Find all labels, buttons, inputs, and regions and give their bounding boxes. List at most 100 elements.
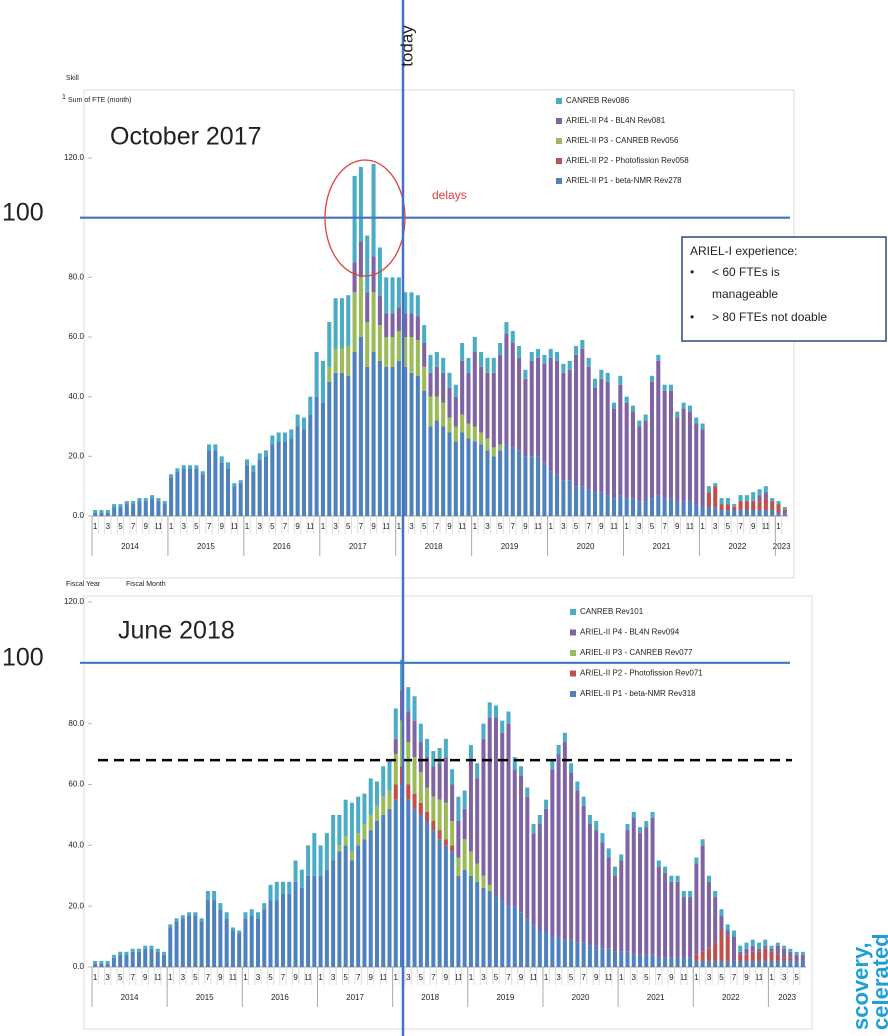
corner-label: 1: [62, 94, 66, 101]
bar-segment: [434, 396, 439, 421]
bar-segment: [512, 769, 517, 907]
bar-segment: [243, 912, 248, 919]
x-tick-label: 1: [321, 522, 326, 531]
bar-segment: [377, 295, 382, 326]
bar-segment: [544, 799, 549, 809]
bar-segment: [308, 396, 313, 415]
bar-segment: [681, 957, 686, 967]
bar-segment: [418, 723, 423, 742]
bar-segment: [213, 444, 218, 451]
filter-button[interactable]: Fiscal Year: [66, 581, 101, 588]
bar-segment: [475, 881, 480, 967]
bar-segment: [523, 456, 528, 516]
x-tick-label: 1: [318, 973, 323, 982]
bar-segment: [687, 405, 692, 412]
y-tick-label: 40.0: [68, 840, 84, 849]
bar-segment: [675, 881, 680, 958]
bar-segment: [472, 426, 477, 442]
bar-segment: [362, 839, 367, 967]
bar-segment: [529, 456, 534, 516]
bar-segment: [387, 808, 392, 967]
y-tick-label: 120.0: [64, 597, 85, 606]
x-tick-label: 9: [744, 973, 749, 982]
bar-segment: [719, 930, 724, 961]
x-tick-label: 3: [333, 522, 338, 531]
bar-segment: [213, 450, 218, 516]
bar-segment: [262, 903, 267, 910]
bar-segment: [412, 757, 417, 794]
y-tick-label: 60.0: [68, 780, 84, 789]
bar-segment: [194, 465, 199, 469]
bar-segment: [199, 918, 204, 922]
bar-segment: [574, 354, 579, 487]
bar-segment: [550, 936, 555, 967]
bar-segment: [403, 292, 408, 314]
bar-segment: [431, 830, 436, 967]
bar-segment: [775, 945, 780, 955]
bar-segment: [744, 942, 749, 949]
bar-segment: [498, 354, 503, 445]
x-tick-label: 3: [637, 522, 642, 531]
bar-segment: [368, 778, 373, 815]
bar-segment: [212, 900, 217, 967]
bar-segment: [219, 462, 224, 516]
bar-segment: [346, 295, 351, 346]
bar-segment: [237, 930, 242, 934]
bar-segment: [713, 897, 718, 943]
bar-segment: [368, 814, 373, 831]
bar-segment: [371, 351, 376, 516]
bar-segment: [434, 351, 439, 367]
bar-segment: [406, 741, 411, 785]
y-tick-label: 0.0: [73, 962, 85, 971]
bar-segment: [306, 875, 311, 967]
bar-segment: [422, 342, 427, 367]
bar-segment: [263, 450, 269, 457]
bar-segment: [550, 760, 555, 770]
bar-segment: [181, 468, 186, 516]
bar-segment: [725, 936, 730, 961]
bar-segment: [456, 857, 461, 876]
bar-segment: [769, 945, 774, 949]
bar-segment: [349, 851, 354, 861]
filter-button[interactable]: Fiscal Month: [126, 581, 166, 588]
bar-segment: [358, 241, 363, 278]
bar-segment: [706, 507, 711, 516]
bar-segment: [580, 339, 585, 349]
bar-segment: [434, 366, 439, 397]
x-tick-label: 1: [245, 522, 250, 531]
x-tick-label: 5: [719, 973, 724, 982]
bar-segment: [493, 894, 498, 967]
x-tick-label: 5: [346, 522, 351, 531]
bar-segment: [757, 510, 762, 516]
bar-segment: [403, 366, 408, 516]
bar-segment: [396, 277, 401, 308]
bar-segment: [782, 507, 787, 511]
bar-segment: [180, 918, 185, 967]
bar-segment: [441, 372, 446, 403]
bar-segment: [770, 501, 775, 511]
bar-segment: [713, 507, 718, 516]
bar-segment: [687, 501, 692, 516]
bar-segment: [649, 381, 654, 499]
bar-segment: [706, 492, 711, 508]
bar-segment: [485, 357, 490, 373]
bar-segment: [619, 951, 624, 967]
bar-segment: [312, 833, 317, 876]
bar-segment: [155, 948, 160, 952]
bar-segment: [606, 948, 611, 967]
bar-segment: [525, 787, 530, 797]
bar-segment: [556, 744, 561, 755]
year-label: 2015: [196, 993, 214, 1002]
filter-button[interactable]: Skill: [66, 75, 79, 82]
bar-segment: [732, 507, 737, 511]
bar-segment: [187, 915, 192, 967]
x-tick-label: 11: [686, 522, 695, 531]
bar-segment: [422, 390, 427, 516]
bar-segment: [675, 957, 680, 967]
bar-segment: [437, 748, 442, 764]
bar-segment: [510, 447, 515, 516]
bar-segment: [287, 894, 292, 967]
delay-circle: [324, 159, 406, 277]
year-label: 2016: [271, 993, 289, 1002]
bar-segment: [525, 918, 530, 967]
